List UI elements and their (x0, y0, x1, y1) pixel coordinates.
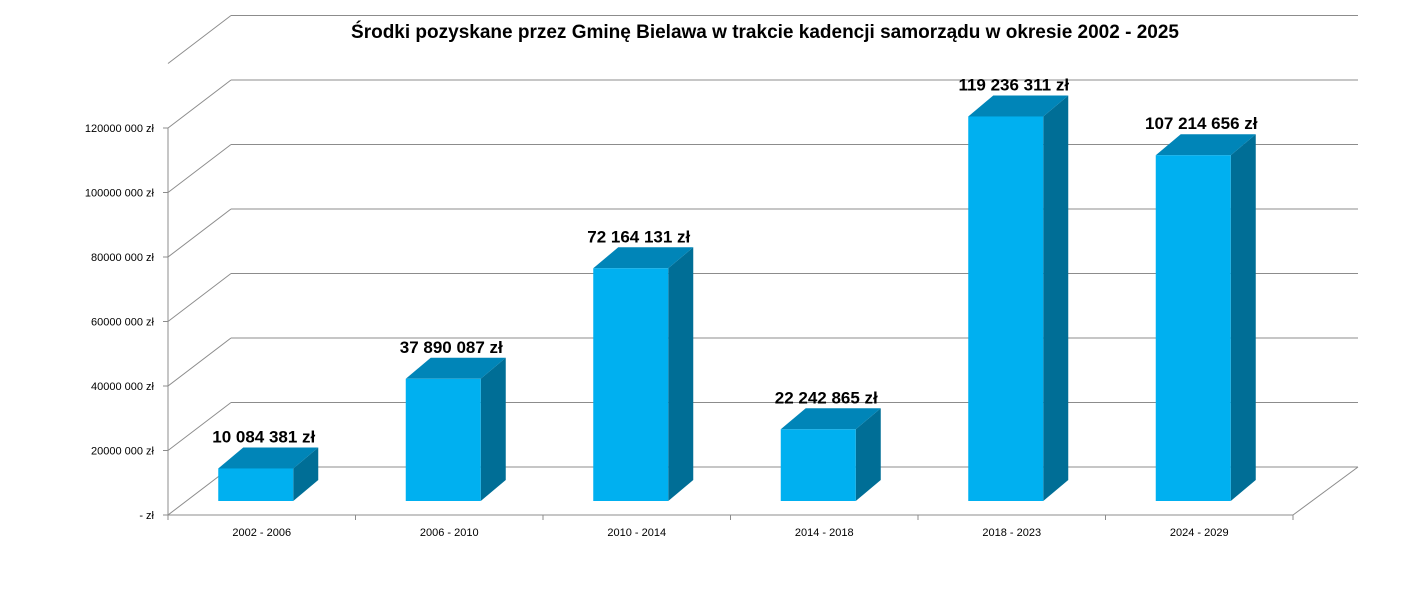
bar-front (218, 468, 294, 501)
x-tick-label: 2024 - 2029 (1170, 527, 1229, 539)
bar-side (855, 408, 881, 501)
gridline-diagonal (167, 208, 232, 258)
data-label: 22 242 865 zł (775, 388, 878, 407)
bars (218, 95, 1256, 502)
y-tick-label: 40000 000 zł (91, 381, 155, 393)
gridline-diagonal (167, 402, 232, 451)
gridline-diagonal (167, 273, 232, 322)
data-label: 10 084 381 zł (212, 427, 315, 446)
bar-6 (1155, 134, 1256, 501)
bar-side (668, 247, 694, 501)
x-tick-label: 2018 - 2023 (982, 527, 1041, 539)
chart-title: Środki pozyskane przez Gminę Bielawa w t… (351, 22, 1179, 43)
gridline-diagonal (167, 79, 232, 129)
y-tick-label: 80000 000 zł (91, 252, 155, 264)
bar-side (293, 447, 319, 501)
bar-front (1155, 155, 1231, 501)
bar-4 (780, 408, 881, 501)
x-tick-label: 2002 - 2006 (232, 527, 291, 539)
bar-5 (968, 95, 1069, 502)
data-label: 107 214 656 zł (1145, 114, 1258, 133)
bar-front (593, 268, 669, 501)
y-tick-label: 20000 000 zł (91, 446, 155, 458)
y-tick-label: 100000 000 zł (85, 188, 155, 200)
labels: - zł 20000 000 zł 40000 000 zł 60000 000 zł… (85, 75, 1258, 539)
x-tick-label: 2006 - 2010 (420, 527, 479, 539)
bar-front (968, 116, 1044, 502)
bar-3 (593, 247, 694, 501)
bar-front (780, 429, 856, 501)
bar-top (968, 95, 1069, 117)
bar-side (480, 357, 506, 501)
data-label: 37 890 087 zł (400, 338, 503, 357)
y-tick-label: 60000 000 zł (91, 317, 155, 329)
gridline-diagonal (167, 15, 232, 64)
bar-top (593, 247, 694, 269)
gridline-diagonal (167, 337, 232, 387)
bar-front (405, 378, 481, 501)
x-tick-label: 2010 - 2014 (607, 527, 666, 539)
gridline-diagonal (167, 144, 232, 193)
bar-2 (405, 357, 506, 501)
data-label: 119 236 311 zł (958, 75, 1069, 94)
bar-side (1043, 95, 1069, 502)
data-label: 72 164 131 zł (587, 227, 690, 246)
y-tick-label: - zł (139, 510, 154, 522)
floor-right-edge (1292, 466, 1359, 516)
bar-top (405, 357, 506, 379)
x-tick-label: 2014 - 2018 (795, 527, 854, 539)
y-tick-label: 120000 000 zł (85, 123, 155, 135)
bar-top (218, 447, 319, 469)
bar-side (1230, 134, 1256, 501)
bar-1 (218, 447, 319, 501)
bar-top (780, 408, 881, 430)
bar-top (1155, 134, 1256, 156)
